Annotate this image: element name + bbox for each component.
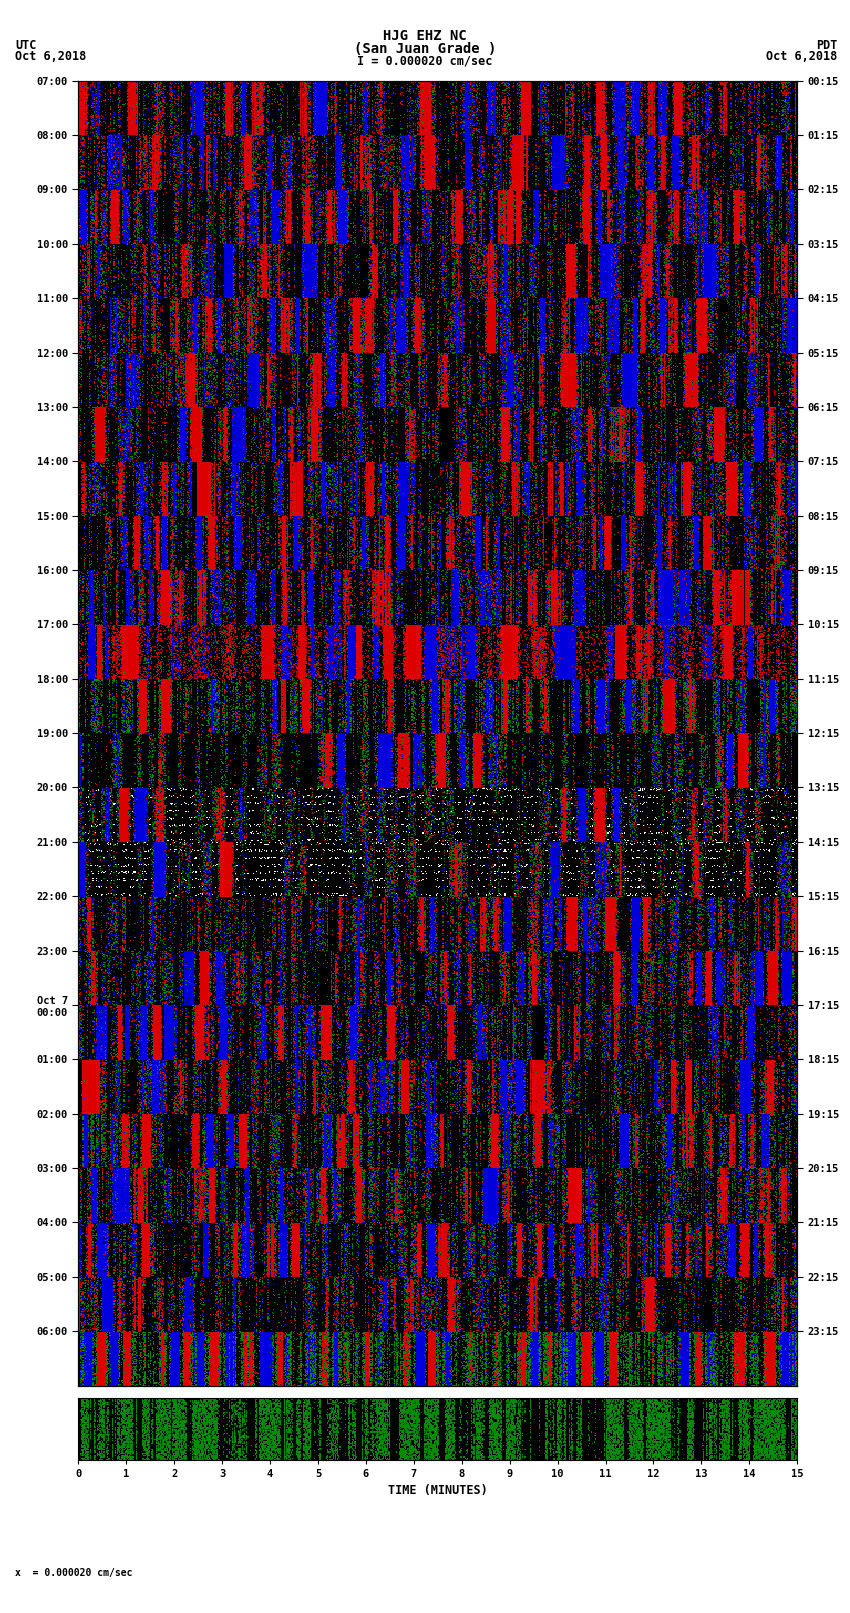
Text: HJG EHZ NC: HJG EHZ NC <box>383 29 467 44</box>
Text: (San Juan Grade ): (San Juan Grade ) <box>354 42 496 56</box>
X-axis label: TIME (MINUTES): TIME (MINUTES) <box>388 1484 488 1497</box>
Text: x  = 0.000020 cm/sec: x = 0.000020 cm/sec <box>15 1568 133 1578</box>
Text: I = 0.000020 cm/sec: I = 0.000020 cm/sec <box>357 55 493 68</box>
Text: Oct 6,2018: Oct 6,2018 <box>15 50 87 63</box>
Text: Oct 6,2018: Oct 6,2018 <box>766 50 837 63</box>
Text: PDT: PDT <box>816 39 837 52</box>
Text: UTC: UTC <box>15 39 37 52</box>
